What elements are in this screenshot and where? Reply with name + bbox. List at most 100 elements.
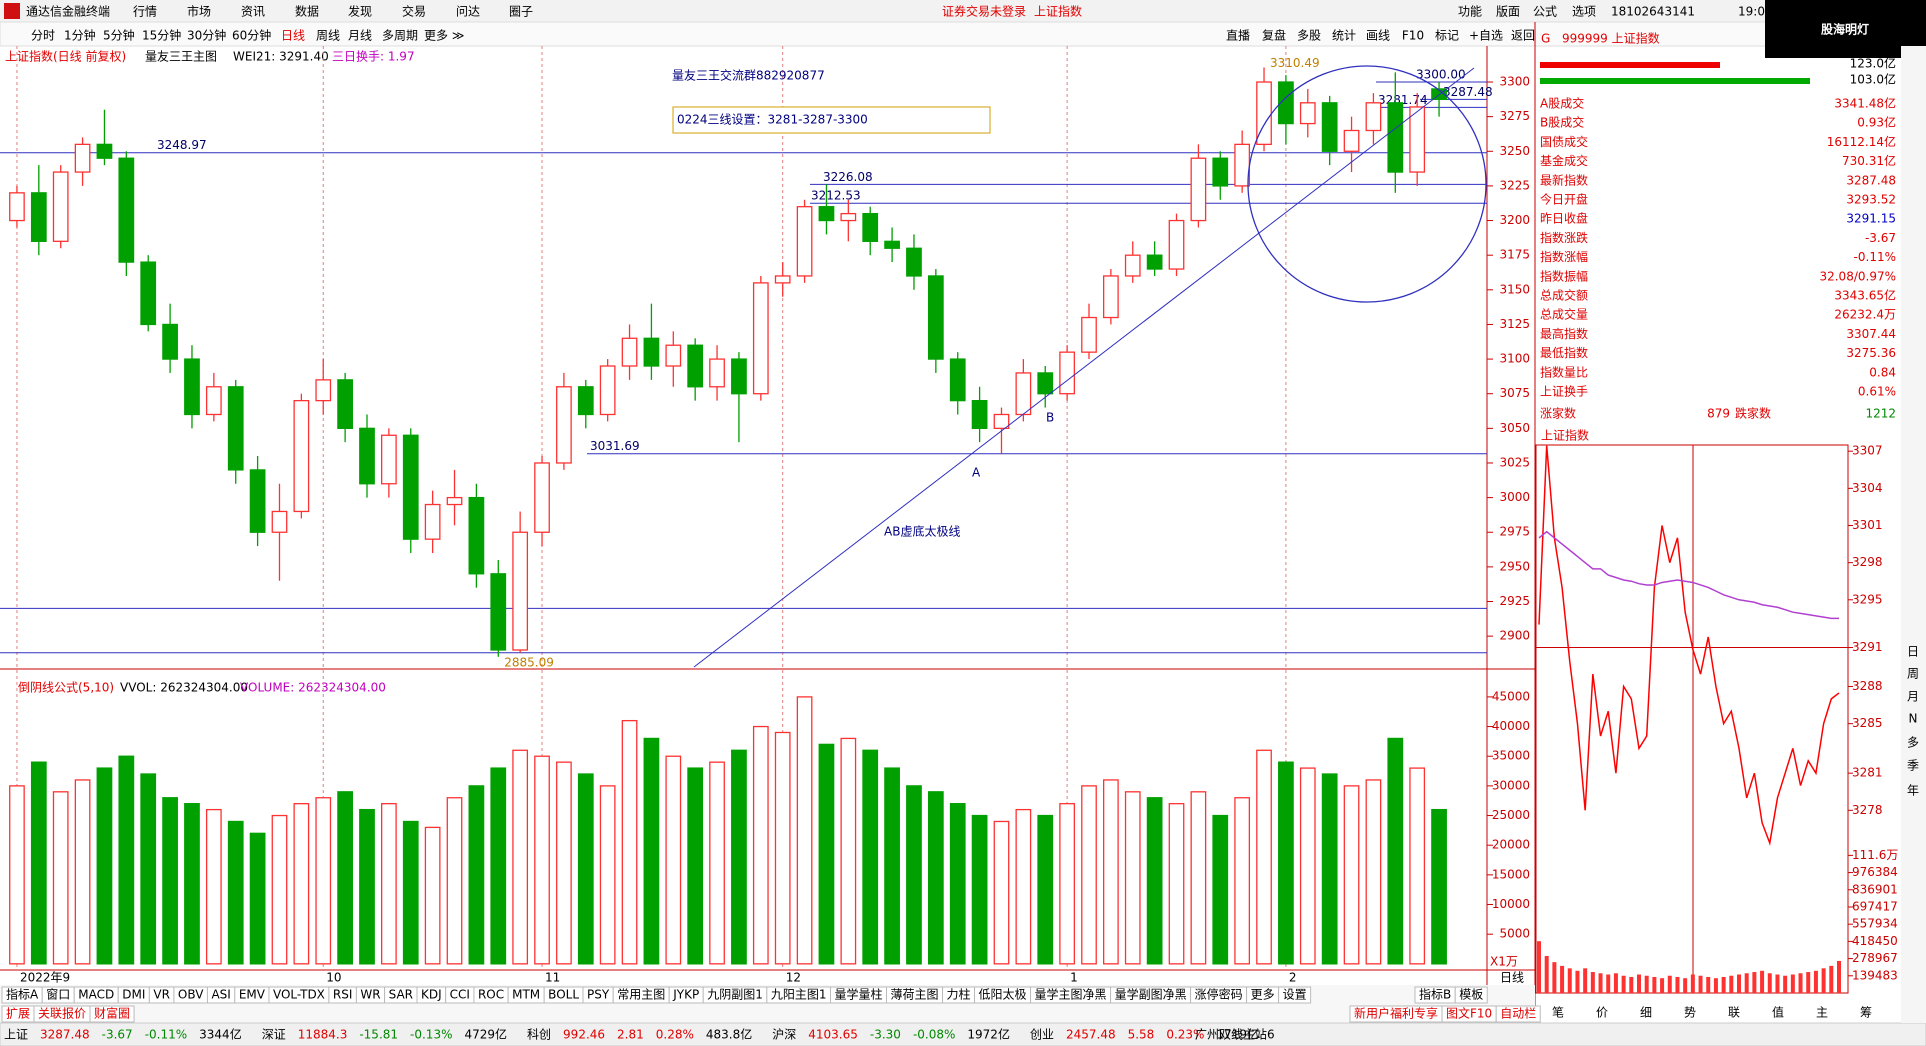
tab-label[interactable]: 窗口	[46, 988, 70, 1002]
tool-button[interactable]: 返回	[1511, 29, 1535, 43]
tab-label[interactable]: MTM	[512, 988, 540, 1002]
tab-label[interactable]: 量学主图净黑	[1035, 987, 1107, 1002]
period-button[interactable]: 月线	[348, 29, 372, 43]
tab-label[interactable]: ASI	[211, 988, 230, 1002]
tab-label[interactable]: 新用户福利专享	[1354, 1006, 1438, 1021]
y-tick-label: 3275	[1499, 109, 1530, 123]
tab-label[interactable]: 九阳主图1	[771, 988, 827, 1002]
detail-tab[interactable]: 筹	[1860, 1006, 1872, 1020]
menu-right[interactable]: 版面	[1496, 5, 1520, 19]
tab-label[interactable]: 设置	[1283, 988, 1307, 1002]
tab-label[interactable]: 模板	[1459, 988, 1483, 1002]
tab-label[interactable]: DMI	[122, 988, 145, 1002]
menu-right[interactable]: 公式	[1533, 5, 1557, 19]
menu-item[interactable]: 资讯	[241, 5, 265, 19]
tool-button[interactable]: 多股	[1297, 29, 1321, 43]
volume-bar	[1059, 803, 1075, 965]
tab-label[interactable]: SAR	[389, 988, 413, 1002]
tab-label[interactable]: 低阳太极	[979, 987, 1027, 1002]
tab-label[interactable]: 图文F10	[1446, 1006, 1492, 1021]
tab-label[interactable]: 更多	[1251, 988, 1275, 1002]
tab-label[interactable]: 自动栏	[1500, 1006, 1536, 1021]
tab-label[interactable]: 量学量柱	[834, 987, 882, 1002]
tab-label[interactable]: WR	[360, 988, 380, 1002]
detail-tab[interactable]: 联	[1728, 1006, 1740, 1020]
tool-button[interactable]: 复盘	[1262, 28, 1286, 43]
tab-label[interactable]: 指标B	[1419, 987, 1451, 1002]
candle-body	[140, 261, 157, 326]
menu-right[interactable]: 选项	[1572, 5, 1596, 19]
tab-label[interactable]: BOLL	[548, 988, 579, 1002]
tab-label[interactable]: EMV	[239, 988, 266, 1002]
side-icon[interactable]: 季	[1907, 759, 1919, 773]
side-icon[interactable]: 多	[1907, 736, 1919, 750]
y-tick-label: 3025	[1499, 455, 1530, 469]
side-icon[interactable]: N	[1909, 712, 1918, 726]
tab-label[interactable]: 薄荷主图	[891, 987, 939, 1002]
tab-label[interactable]: 涨停密码	[1195, 987, 1243, 1002]
detail-tab[interactable]: 细	[1640, 1006, 1652, 1020]
tab-label[interactable]: 九阴副图1	[707, 988, 763, 1002]
period-button[interactable]: 5分钟	[103, 28, 135, 43]
tab-label[interactable]: 关联报价	[38, 1006, 86, 1021]
tab-label[interactable]: VR	[153, 988, 170, 1002]
detail-tab[interactable]: 主	[1816, 1006, 1828, 1020]
detail-tab[interactable]: 值	[1772, 1005, 1784, 1020]
tab-label[interactable]: JYKP	[672, 988, 699, 1002]
tab-label[interactable]: 量学副图净黑	[1115, 987, 1187, 1002]
menu-right[interactable]: 功能	[1458, 5, 1482, 19]
tab[interactable]	[1454, 986, 1488, 1004]
menu-right: 19:0	[1738, 5, 1765, 19]
intraday-volume-bar	[1606, 974, 1611, 993]
tab-label[interactable]: MACD	[78, 988, 114, 1002]
tab-label[interactable]: 常用主图	[617, 988, 665, 1002]
menu-item[interactable]: 行情	[133, 5, 157, 19]
tool-button[interactable]: +自选	[1469, 29, 1503, 43]
detail-tab[interactable]: 势	[1684, 1006, 1696, 1020]
period-button[interactable]: 1分钟	[64, 28, 96, 43]
tab[interactable]	[1495, 1005, 1541, 1023]
menu-item[interactable]: 市场	[187, 4, 211, 19]
side-icon[interactable]: 月	[1907, 690, 1919, 704]
volume-bar	[96, 767, 113, 965]
tab-label[interactable]: 指标A	[6, 987, 39, 1002]
period-button[interactable]: 15分钟	[142, 28, 181, 43]
intraday-volume-bar	[1744, 973, 1749, 993]
tab-label[interactable]: ROC	[478, 988, 504, 1002]
tool-button[interactable]: 画线	[1366, 29, 1390, 43]
period-button[interactable]: 60分钟	[232, 28, 271, 43]
tab[interactable]	[89, 1005, 135, 1023]
tool-button[interactable]: F10	[1402, 29, 1424, 43]
menu-item[interactable]: 数据	[295, 4, 319, 19]
side-icon[interactable]: 年	[1907, 784, 1919, 798]
period-button[interactable]: 日线	[281, 29, 305, 43]
period-button[interactable]: 周线	[316, 29, 340, 43]
period-button[interactable]: 多周期	[382, 29, 418, 43]
tool-button[interactable]: 统计	[1332, 29, 1356, 43]
tab-label[interactable]: OBV	[178, 988, 204, 1002]
tab-label[interactable]: 财富圈	[94, 1006, 130, 1021]
menu-item[interactable]: 发现	[348, 4, 372, 19]
tab-label[interactable]: RSI	[333, 988, 353, 1002]
menu-item[interactable]: 交易	[402, 4, 426, 19]
detail-tab[interactable]: 笔	[1552, 1005, 1564, 1020]
menu-item[interactable]: 问达	[456, 5, 480, 19]
side-icon[interactable]: 周	[1907, 667, 1919, 681]
tab-label[interactable]: 扩展	[6, 1007, 30, 1021]
menu-item[interactable]: 圈子	[509, 5, 533, 19]
status-item: 1972亿	[967, 1027, 1010, 1042]
period-button[interactable]: 更多 ≫	[424, 29, 464, 43]
period-button[interactable]: 30分钟	[187, 28, 226, 43]
tab-label[interactable]: VOL-TDX	[273, 988, 325, 1002]
side-icon[interactable]: 日	[1907, 645, 1919, 659]
tool-button[interactable]: 标记	[1435, 29, 1459, 43]
tool-button[interactable]: 直播	[1226, 29, 1250, 43]
tab-label[interactable]: 力柱	[947, 987, 971, 1002]
period-button[interactable]: 分时	[31, 29, 55, 43]
tab-label[interactable]: KDJ	[421, 988, 442, 1002]
tab-label[interactable]: PSY	[587, 988, 610, 1002]
tab-label[interactable]: CCI	[450, 988, 470, 1002]
detail-tab[interactable]: 价	[1596, 1006, 1608, 1020]
quote-value: 3341.48亿	[1834, 96, 1896, 111]
tab[interactable]	[1278, 986, 1312, 1004]
